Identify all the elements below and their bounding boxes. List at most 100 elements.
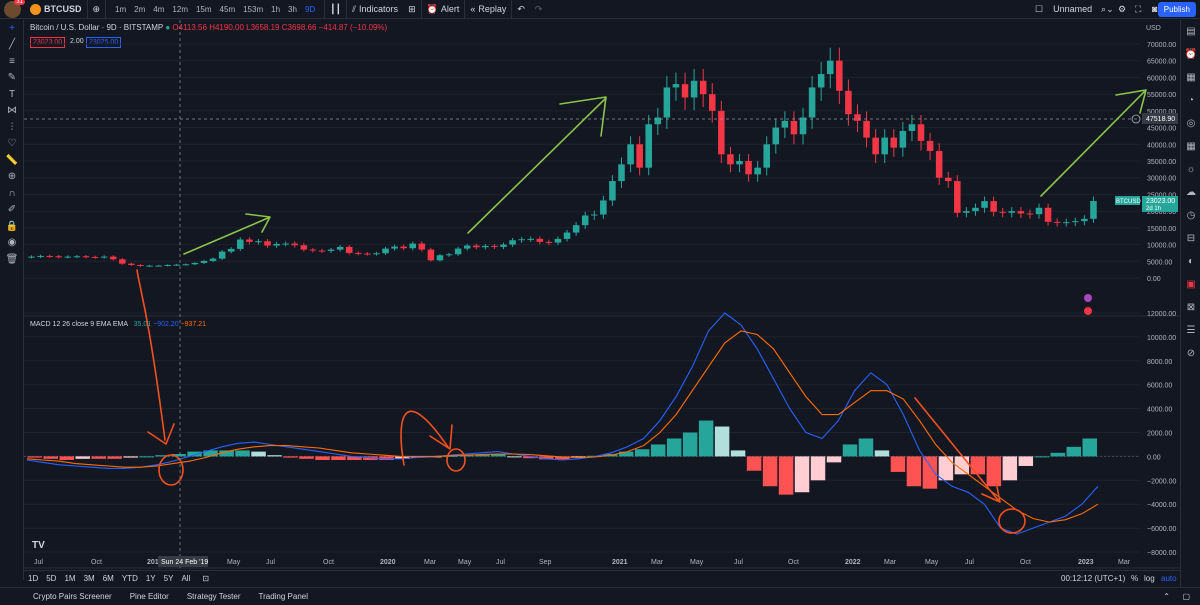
timeframe-3h[interactable]: 3h: [288, 4, 297, 14]
ideas-icon[interactable]: ◔: [1187, 95, 1195, 106]
lightbulb-icon[interactable]: ☼: [1186, 164, 1196, 175]
replay-button[interactable]: «Replay: [464, 0, 511, 19]
alerts-icon[interactable]: ⏰: [1184, 49, 1198, 60]
percent-toggle[interactable]: %: [1131, 574, 1139, 583]
candle-body: [727, 154, 734, 165]
candle-body: [972, 207, 979, 212]
chart-type-button[interactable]: ┃┃: [324, 0, 346, 19]
watchlist-icon[interactable]: ▤: [1186, 26, 1196, 37]
range-1y[interactable]: 1Y: [145, 574, 156, 583]
footer-tab-1[interactable]: Pine Editor: [129, 592, 169, 601]
range-6m[interactable]: 6M: [102, 574, 114, 583]
candle-body: [863, 120, 870, 138]
text-icon[interactable]: T: [8, 88, 16, 100]
timeframe-4m[interactable]: 4m: [153, 4, 165, 14]
candle-body: [699, 80, 707, 95]
hotlist-icon[interactable]: ▣: [1186, 279, 1196, 290]
ohlc-c-label: C: [281, 23, 288, 32]
timeframe-1h[interactable]: 1h: [271, 4, 281, 14]
compare-add-button[interactable]: ⊕: [86, 0, 106, 19]
alert-button[interactable]: ⏰ Alert: [420, 0, 465, 19]
candle-body: [817, 74, 825, 88]
fullscreen-button[interactable]: ⛶: [1130, 0, 1146, 19]
timeframe-2m[interactable]: 2m: [134, 4, 146, 14]
snapshot-button[interactable]: ◙: [1147, 0, 1162, 19]
macd-histogram-bar: [331, 456, 346, 460]
timeframe-15m[interactable]: 15m: [195, 4, 212, 14]
sell-price-box[interactable]: 23023.00: [30, 37, 66, 48]
trendline-icon[interactable]: ╱: [8, 39, 16, 51]
lock-drawing-icon[interactable]: ✐: [7, 204, 17, 216]
settings-button[interactable]: ⚙: [1113, 0, 1131, 19]
collapse-icon[interactable]: ⌃: [1163, 592, 1170, 601]
crosshair-icon[interactable]: +: [9, 22, 15, 34]
footer-tab-0[interactable]: Crypto Pairs Screener: [33, 592, 112, 601]
ohlc-h-label: H: [209, 23, 215, 32]
timeframe-153m[interactable]: 153m: [243, 4, 264, 14]
broadcast-icon[interactable]: ◐: [1187, 256, 1195, 267]
range-5d[interactable]: 5D: [46, 574, 57, 583]
range-5y[interactable]: 5Y: [163, 574, 174, 583]
brush-icon[interactable]: ✎: [7, 72, 17, 84]
publish-button[interactable]: Publish: [1157, 2, 1196, 17]
magnet-icon[interactable]: ∩: [8, 187, 16, 199]
macd-histogram-bar: [139, 456, 154, 458]
screener-icon[interactable]: ⊠: [1186, 302, 1196, 313]
timeframe-9D[interactable]: 9D: [304, 4, 316, 14]
ruler-icon[interactable]: 📏: [5, 154, 19, 166]
candle-body: [1081, 218, 1088, 222]
streams-icon[interactable]: ◎: [1186, 118, 1196, 129]
macd-histogram-bar: [986, 456, 1002, 487]
user-avatar[interactable]: 31: [4, 0, 25, 18]
zoom-icon[interactable]: ⊕: [7, 171, 17, 183]
fullscreen-icon: ⛶: [1135, 3, 1142, 14]
macd-value: −902.20: [153, 321, 179, 328]
auto-toggle[interactable]: auto: [1161, 574, 1177, 583]
macd-histogram-bar: [1018, 456, 1034, 466]
candle-body: [1090, 201, 1097, 219]
fib-icon[interactable]: ≡: [9, 55, 15, 67]
chat-icon[interactable]: ▦: [1186, 72, 1196, 83]
notifications-icon[interactable]: ◷: [1186, 210, 1196, 221]
range-3m[interactable]: 3M: [83, 574, 95, 583]
range-1m[interactable]: 1M: [64, 574, 76, 583]
timeframe-1m[interactable]: 1m: [115, 4, 127, 14]
candle-body: [391, 246, 398, 249]
candle-body: [1072, 221, 1079, 223]
templates-button[interactable]: ⊞: [403, 0, 421, 19]
buy-price-box[interactable]: 23025.00: [86, 37, 122, 48]
log-toggle[interactable]: log: [1144, 574, 1155, 583]
timeframe-12m[interactable]: 12m: [172, 4, 188, 14]
help-icon[interactable]: ⊘: [1186, 348, 1196, 359]
news-icon[interactable]: ☰: [1186, 325, 1196, 336]
footer-tab-2[interactable]: Strategy Tester: [186, 592, 241, 601]
lock-icon[interactable]: 🔒: [5, 220, 19, 232]
heart-icon[interactable]: ♡: [7, 138, 17, 150]
range-all[interactable]: All: [181, 574, 191, 583]
symbol-search-button[interactable]: BTCUSD: [25, 0, 87, 19]
eye-icon[interactable]: ◉: [7, 237, 17, 249]
maximize-icon[interactable]: ▢: [1182, 592, 1190, 601]
data-window-icon[interactable]: ⊟: [1186, 233, 1196, 244]
range-ytd[interactable]: YTD: [121, 574, 138, 583]
layout-button[interactable]: ☐ Unnamed ⌄: [1030, 0, 1119, 19]
pattern-icon[interactable]: ⋈: [7, 105, 17, 117]
calendar-range-icon[interactable]: ⊡: [202, 574, 210, 583]
trash-icon[interactable]: 🗑: [5, 253, 19, 265]
macd-histogram-bar: [475, 454, 490, 457]
forecast-icon[interactable]: ⫶: [10, 121, 14, 133]
calendar-icon[interactable]: ▦: [1186, 141, 1196, 152]
undo-button[interactable]: ↶: [511, 0, 530, 19]
range-1d[interactable]: 1D: [28, 574, 39, 583]
messages-icon[interactable]: ☁: [1186, 187, 1196, 198]
timeframe-45m[interactable]: 45m: [219, 4, 236, 14]
redo-button[interactable]: ↷: [530, 0, 548, 19]
candle-body: [128, 263, 135, 265]
footer-tab-3[interactable]: Trading Panel: [258, 592, 309, 601]
candle-body: [273, 243, 280, 246]
indicators-button[interactable]: ⫽ Indicators: [346, 0, 403, 19]
search-button[interactable]: ⌕: [1096, 0, 1111, 19]
clock[interactable]: 00:12:12 (UTC+1): [1061, 574, 1126, 583]
time-tick: 2019: [147, 559, 163, 566]
